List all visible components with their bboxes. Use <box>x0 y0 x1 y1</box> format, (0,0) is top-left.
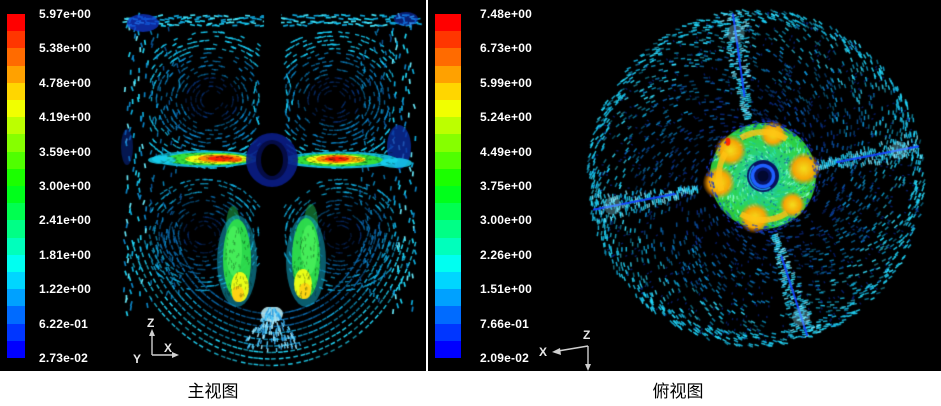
top-vector-field-canvas <box>428 0 941 371</box>
panel-front-view: 5.97e+00 5.38e+00 4.78e+00 4.19e+00 3.59e+00… <box>0 0 426 371</box>
panel-top-view: 7.48e+00 6.73e+00 5.99e+00 5.24e+00 4.49e+00… <box>428 0 941 371</box>
caption-front-view: 主视图 <box>187 381 239 401</box>
caption-top-view: 俯视图 <box>652 381 704 401</box>
front-vector-field-canvas <box>0 0 426 371</box>
